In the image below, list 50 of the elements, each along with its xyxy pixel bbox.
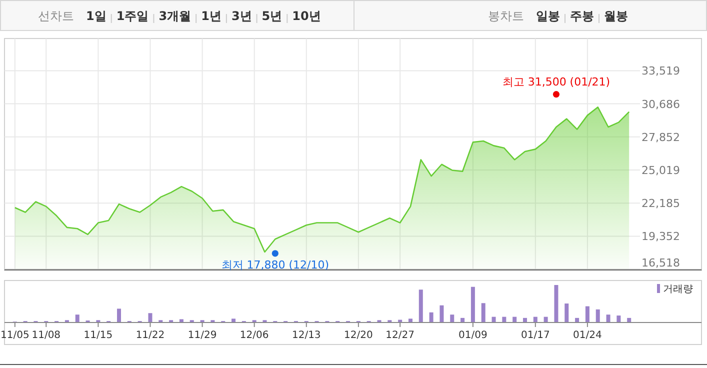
x-tick-label: 12/27 (386, 330, 414, 341)
bar (481, 303, 486, 322)
y-tick-label: 16,518 (642, 256, 680, 270)
bar (179, 319, 184, 322)
y-tick-label: 33,519 (642, 64, 680, 78)
bar (596, 309, 600, 322)
bar (616, 316, 621, 322)
bar (232, 318, 236, 322)
x-tick-label: 12/13 (292, 330, 321, 341)
x-tick-label: 11/15 (84, 330, 113, 341)
bar (460, 318, 465, 322)
bar (544, 316, 548, 322)
x-tick-label: 11/08 (32, 330, 61, 341)
bar (450, 314, 454, 322)
y-tick-label: 19,352 (642, 230, 680, 244)
bar (148, 313, 152, 322)
bar (75, 314, 80, 322)
bar (585, 306, 590, 322)
legend-label: 거래량 (663, 284, 693, 295)
bar (627, 318, 632, 322)
annotation: 최고 31,500 (01/21) (502, 75, 610, 88)
y-tick-label: 30,686 (642, 98, 680, 111)
bar (117, 308, 122, 322)
x-tick-label: 01/17 (520, 330, 550, 341)
x-tick-label: 11/05 (0, 330, 30, 341)
y-tick-label: 25,019 (642, 164, 680, 177)
bar (522, 318, 527, 322)
bar (512, 316, 517, 322)
bar (606, 314, 610, 322)
bar (575, 318, 580, 322)
bar (408, 318, 412, 322)
bar (564, 304, 569, 322)
x-tick-label: 01/09 (458, 330, 488, 341)
x-tick-label: 11/22 (136, 330, 165, 341)
bar (429, 312, 434, 322)
bar (470, 286, 475, 322)
y-tick-label: 27,852 (642, 130, 680, 144)
bar (440, 305, 444, 322)
bar (492, 316, 496, 322)
header: 선차트 1일 1주일 3개월 1년 3년 5년 10년 봉차트 일봉 주봉 월봉 (0, 0, 707, 31)
x-tick-label: 01/24 (573, 330, 602, 341)
bar (554, 285, 558, 322)
bar (533, 316, 538, 322)
bar (502, 316, 506, 322)
annotation: 최저 17,880 (12/10) (221, 258, 330, 272)
x-tick-label: 12/20 (344, 330, 373, 341)
x-tick-label: 11/29 (188, 330, 217, 341)
x-tick-label: 12/06 (240, 330, 269, 341)
bar (418, 290, 423, 322)
y-tick-label: 22,185 (642, 197, 680, 210)
